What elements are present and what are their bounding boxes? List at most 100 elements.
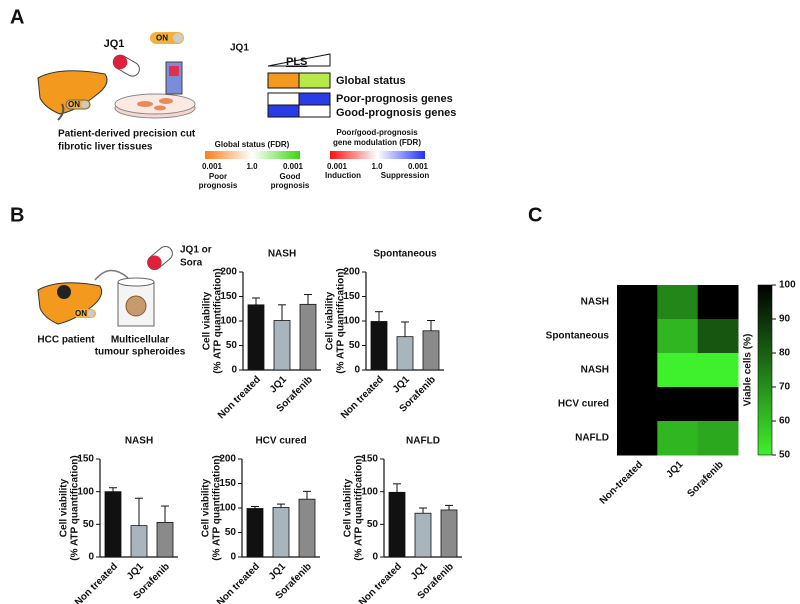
pls-legend: JQ1 PLS Global status Poor-prognosis gen… xyxy=(199,43,457,190)
switch-label: ON xyxy=(75,309,87,318)
switch-label: ON xyxy=(156,34,168,43)
scale-end: prognosis xyxy=(199,181,238,190)
scale-tick: 0.001 xyxy=(408,162,429,171)
chart-title: NASH xyxy=(125,436,153,447)
x-tick-label: JQ1 xyxy=(268,374,289,395)
chart-title: NASH xyxy=(268,249,296,260)
colorbar-tick-label: 50 xyxy=(779,450,791,461)
colorbar-label: Viable cells (%) xyxy=(743,334,754,407)
heatmap-cell xyxy=(697,319,739,354)
bar xyxy=(246,508,264,558)
y-tick-label: 50 xyxy=(367,519,379,530)
x-tick-label: Non treated xyxy=(73,561,120,604)
row-label: HCV cured xyxy=(558,399,609,410)
heatmap-cell xyxy=(617,387,658,422)
y-tick-label: 100 xyxy=(220,316,237,327)
y-axis-label: (% ATP quantification) xyxy=(212,455,223,560)
y-axis-label: Cell viability xyxy=(202,291,213,350)
scale-end: Suppression xyxy=(381,171,430,180)
y-tick-label: 50 xyxy=(225,527,237,538)
colorbar-tick-label: 100 xyxy=(779,280,796,291)
column-label: Non-treated xyxy=(598,459,645,506)
panel-label: C xyxy=(528,204,542,226)
drug-label: Sora xyxy=(180,258,203,269)
y-tick-label: 0 xyxy=(354,365,360,376)
legend-row: Global status xyxy=(336,75,406,87)
heatmap-cell xyxy=(697,387,739,422)
heatmap-cell xyxy=(697,421,739,456)
bar xyxy=(388,491,406,558)
bar xyxy=(299,303,317,371)
heatmap-cell xyxy=(617,421,658,456)
y-tick-label: 0 xyxy=(88,552,94,563)
chart-title: HCV cured xyxy=(255,436,306,447)
y-tick-label: 200 xyxy=(220,267,237,278)
y-axis-label: (% ATP quantification) xyxy=(70,455,81,560)
legend-drug: JQ1 xyxy=(230,43,249,54)
panel-label: A xyxy=(10,6,24,28)
y-tick-label: 100 xyxy=(77,486,94,497)
y-tick-label: 0 xyxy=(231,365,237,376)
column-label: JQ1 xyxy=(664,459,685,480)
x-tick-label: JQ1 xyxy=(125,561,146,582)
scale-tick: 1.0 xyxy=(371,162,383,171)
scale-title: Global status (FDR) xyxy=(215,140,290,149)
y-axis-label: (% ATP quantification) xyxy=(354,455,365,560)
panel-label: B xyxy=(10,204,24,226)
y-tick-label: 50 xyxy=(349,340,361,351)
y-tick-label: 0 xyxy=(230,552,236,563)
bar xyxy=(272,507,290,558)
scale-title: gene modulation (FDR) xyxy=(333,138,421,147)
scale-end: prognosis xyxy=(271,181,310,190)
legend-row: Good-prognosis genes xyxy=(336,107,456,119)
x-tick-label: Non treated xyxy=(216,374,263,421)
y-tick-label: 100 xyxy=(219,503,236,514)
liver-diagram: ON JQ1 ON Patient-derived precision cut … xyxy=(37,32,196,153)
column-label: Sorafenib xyxy=(685,459,725,499)
scale-end: Poor xyxy=(209,172,227,181)
scale-title: Poor/good-prognosis xyxy=(336,128,418,137)
switch-label: ON xyxy=(68,100,80,109)
heatmap-cell xyxy=(657,285,699,320)
x-tick-label: JQ1 xyxy=(391,374,412,395)
heatmap-cell xyxy=(657,421,699,456)
scale-tick: 0.001 xyxy=(327,162,348,171)
drug-label: JQ1 or xyxy=(180,245,212,256)
x-tick-label: Non treated xyxy=(339,374,386,421)
y-tick-label: 150 xyxy=(219,478,236,489)
y-tick-label: 200 xyxy=(343,267,360,278)
bar xyxy=(156,521,174,558)
y-tick-label: 100 xyxy=(343,316,360,327)
heatmap-cell xyxy=(617,319,658,354)
model-label: Multicellular xyxy=(111,335,169,346)
x-tick-label: Non treated xyxy=(215,561,262,604)
bar xyxy=(104,491,122,558)
y-tick-label: 150 xyxy=(220,291,237,302)
drug-label: JQ1 xyxy=(104,38,125,50)
caption: Patient-derived precision cut xyxy=(58,129,196,140)
row-label: Spontaneous xyxy=(546,331,610,342)
y-tick-label: 50 xyxy=(226,340,238,351)
row-label: NASH xyxy=(581,297,609,308)
heatmap-cell xyxy=(697,285,739,320)
spheroid-diagram: ON JQ1 or Sora HCC patient Multicellular… xyxy=(37,245,212,358)
y-axis-label: (% ATP quantification) xyxy=(213,268,224,373)
patient-label: HCC patient xyxy=(37,335,95,346)
scale-tick: 1.0 xyxy=(246,162,258,171)
colorbar-tick-label: 90 xyxy=(779,314,791,325)
y-axis-label: Cell viability xyxy=(59,478,70,537)
legend-row: Poor-prognosis genes xyxy=(336,93,453,105)
bar xyxy=(414,512,432,558)
chart-title: NAFLD xyxy=(406,436,440,447)
bar xyxy=(298,498,316,558)
y-tick-label: 150 xyxy=(77,454,94,465)
bar xyxy=(370,321,388,371)
y-tick-label: 200 xyxy=(219,454,236,465)
chart-title: Spontaneous xyxy=(373,249,437,260)
colorbar-tick-label: 60 xyxy=(779,416,791,427)
scale-gradient xyxy=(205,151,300,159)
scale-end: Good xyxy=(280,172,301,181)
y-tick-label: 150 xyxy=(343,291,360,302)
bar xyxy=(422,330,440,371)
